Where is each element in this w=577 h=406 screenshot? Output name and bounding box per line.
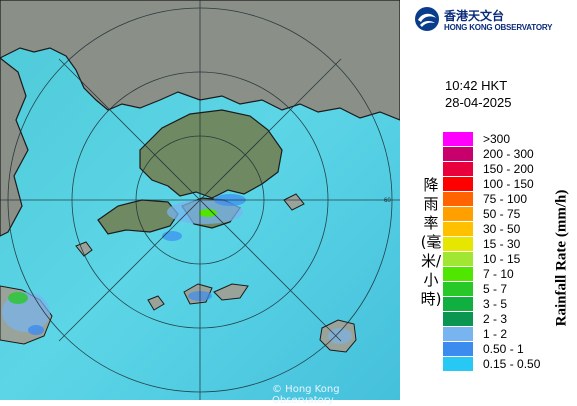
legend-item: 0.50 - 1 <box>443 342 561 356</box>
legend-label: 3 - 5 <box>483 297 508 311</box>
observation-time: 10:42 HKT <box>445 78 508 93</box>
legend-swatch <box>443 312 473 326</box>
legend-swatch <box>443 327 473 341</box>
legend-item: 100 - 150 <box>443 177 561 191</box>
po-toi-islands <box>213 283 249 301</box>
legend-label: 0.15 - 0.50 <box>483 357 541 371</box>
legend-label: 150 - 200 <box>483 162 534 176</box>
legend-item: 7 - 10 <box>443 267 561 281</box>
legend-label: 75 - 100 <box>483 192 528 206</box>
west-coast-land <box>0 57 29 237</box>
legend-swatch <box>443 162 473 176</box>
east-island <box>283 193 305 211</box>
legend-swatch <box>443 147 473 161</box>
legend-label: 5 - 7 <box>483 282 508 296</box>
legend-item: 200 - 300 <box>443 147 561 161</box>
rain-echo <box>328 328 352 344</box>
legend-swatch <box>443 297 473 311</box>
legend-item: 50 - 75 <box>443 207 561 221</box>
organization-name-en: HONG KONG OBSERVATORY <box>444 23 553 32</box>
rain-echo-core <box>199 209 217 217</box>
legend-label: 7 - 10 <box>483 267 514 281</box>
legend-swatch <box>443 357 473 371</box>
legend-swatch <box>443 222 473 236</box>
legend-label: 30 - 50 <box>483 222 521 236</box>
legend-label: 50 - 75 <box>483 207 521 221</box>
radar-map-canvas: 60 <box>0 0 401 400</box>
observation-date: 28-04-2025 <box>445 95 512 110</box>
legend-item: 3 - 5 <box>443 297 561 311</box>
legend-label: 10 - 15 <box>483 252 521 266</box>
legend-item: >300 <box>443 132 561 146</box>
legend-item: 5 - 7 <box>443 282 561 296</box>
range-ring-label: 60 <box>384 198 391 204</box>
legend-label: 1 - 2 <box>483 327 508 341</box>
legend-label: 100 - 150 <box>483 177 534 191</box>
range-spoke <box>58 58 342 342</box>
rain-echo <box>28 325 44 335</box>
hko-logo-icon <box>415 7 439 31</box>
legend-title-en: Rainfall Rate (mm/h) <box>553 189 570 327</box>
legend-title-zh: 降雨率(毫米/小時) <box>420 176 442 308</box>
legend-label: 2 - 3 <box>483 312 508 326</box>
range-rings <box>0 0 400 400</box>
legend-item: 75 - 100 <box>443 192 561 206</box>
legend-item: 0.15 - 0.50 <box>443 357 561 371</box>
legend-label: 0.50 - 1 <box>483 342 524 356</box>
radar-map: 60 © Hong Kong Observatory <box>0 0 401 406</box>
legend-item: 30 - 50 <box>443 222 561 236</box>
legend-label: 15 - 30 <box>483 237 521 251</box>
legend-item: 15 - 30 <box>443 237 561 251</box>
copyright-text: © Hong Kong Observatory <box>272 384 340 406</box>
legend-item: 2 - 3 <box>443 312 561 326</box>
legend-swatch <box>443 177 473 191</box>
legend-swatch <box>443 132 473 146</box>
legend-swatch <box>443 237 473 251</box>
legend-swatch <box>443 282 473 296</box>
legend-item: 10 - 15 <box>443 252 561 266</box>
legend-item: 1 - 2 <box>443 327 561 341</box>
legend-swatch <box>443 252 473 266</box>
rain-echoes <box>2 194 352 344</box>
legend-item: 150 - 200 <box>443 162 561 176</box>
organization-name-zh: 香港天文台 <box>444 9 505 23</box>
south-island <box>147 295 165 311</box>
info-panel: 香港天文台 HONG KONG OBSERVATORY 10:42 HKT 28… <box>400 0 577 400</box>
legend-label: 200 - 300 <box>483 147 534 161</box>
legend-label: >300 <box>483 132 511 146</box>
legend-swatch <box>443 267 473 281</box>
rain-echo <box>162 231 182 241</box>
legend-swatch <box>443 192 473 206</box>
rain-echo <box>8 292 28 304</box>
legend-swatch <box>443 207 473 221</box>
legend-swatch <box>443 342 473 356</box>
